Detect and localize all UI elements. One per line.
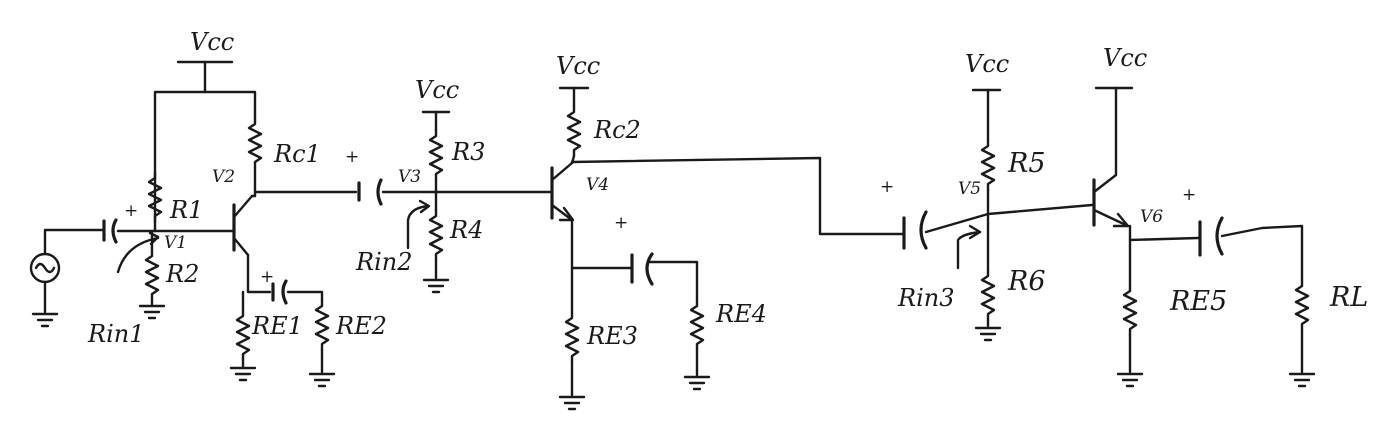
coupling-capacitor-2 bbox=[357, 178, 554, 206]
labels: Vcc Vcc Vcc Vcc Vcc R1 R2 Rc1 RE1 RE2 V1… bbox=[87, 28, 1368, 350]
plus-sign-6: + bbox=[1182, 185, 1196, 205]
re2-label: RE2 bbox=[335, 312, 387, 340]
rin1-label: Rin1 bbox=[87, 320, 144, 348]
rc1-label: Rc1 bbox=[273, 140, 321, 168]
re5-label: RE5 bbox=[1169, 286, 1227, 317]
resistor-rc2 bbox=[566, 104, 582, 165]
stage-2 bbox=[357, 86, 904, 411]
r5-label: R5 bbox=[1007, 148, 1046, 179]
r3-label: R3 bbox=[451, 138, 485, 166]
transistor-q3 bbox=[1092, 173, 1130, 228]
resistor-r4 bbox=[422, 190, 450, 294]
v6-label: V6 bbox=[1140, 207, 1163, 227]
v3-label: V3 bbox=[398, 167, 421, 187]
vcc-label-2: Vcc bbox=[415, 76, 459, 104]
transistor-q1 bbox=[232, 194, 254, 257]
stage-1 bbox=[29, 60, 358, 388]
plus-sign-2: + bbox=[260, 267, 274, 287]
vcc-label-5: Vcc bbox=[1103, 44, 1147, 72]
resistor-r3 bbox=[428, 128, 444, 194]
rin3-label: Rin3 bbox=[897, 284, 954, 312]
emitter-capacitor-1 bbox=[271, 279, 324, 305]
r1-label: R1 bbox=[169, 196, 203, 224]
resistor-re5 bbox=[1116, 283, 1144, 388]
resistor-re2 bbox=[308, 298, 336, 388]
r2-label: R2 bbox=[165, 260, 199, 288]
vcc-label-4: Vcc bbox=[965, 50, 1009, 78]
plus-sign-4: + bbox=[614, 213, 628, 233]
resistor-r5 bbox=[980, 138, 996, 216]
resistor-r6 bbox=[974, 212, 1002, 342]
v5-label: V5 bbox=[958, 179, 981, 199]
plus-sign-5: + bbox=[880, 177, 894, 197]
v2-label: V2 bbox=[212, 167, 235, 187]
re1-label: RE1 bbox=[251, 312, 303, 340]
vcc-label-3: Vcc bbox=[556, 52, 600, 80]
vcc-label-1: Vcc bbox=[190, 28, 234, 56]
resistor-re1 bbox=[229, 290, 257, 382]
resistor-re4 bbox=[683, 298, 711, 391]
rin2-label: Rin2 bbox=[355, 248, 412, 276]
v4-label: V4 bbox=[586, 175, 609, 195]
emitter-capacitor-3 bbox=[630, 252, 699, 302]
r6-label: R6 bbox=[1007, 266, 1046, 297]
plus-sign-1: + bbox=[124, 201, 138, 221]
transistor-q2 bbox=[550, 161, 575, 222]
ac-source bbox=[29, 228, 104, 328]
input-capacitor bbox=[102, 218, 234, 244]
rl-label: RL bbox=[1329, 282, 1368, 313]
output-capacitor bbox=[1198, 216, 1304, 282]
resistor-rc1 bbox=[247, 110, 263, 198]
rc2-label: Rc2 bbox=[593, 116, 641, 144]
re4-label: RE4 bbox=[715, 300, 767, 328]
resistor-rl bbox=[1288, 278, 1316, 388]
plus-sign-3: + bbox=[345, 147, 359, 167]
resistor-re3 bbox=[558, 310, 586, 411]
stage-3 bbox=[902, 86, 1316, 388]
coupling-capacitor-3 bbox=[902, 210, 990, 250]
re3-label: RE3 bbox=[586, 322, 638, 350]
r4-label: R4 bbox=[449, 216, 483, 244]
v1-label: V1 bbox=[164, 233, 187, 253]
